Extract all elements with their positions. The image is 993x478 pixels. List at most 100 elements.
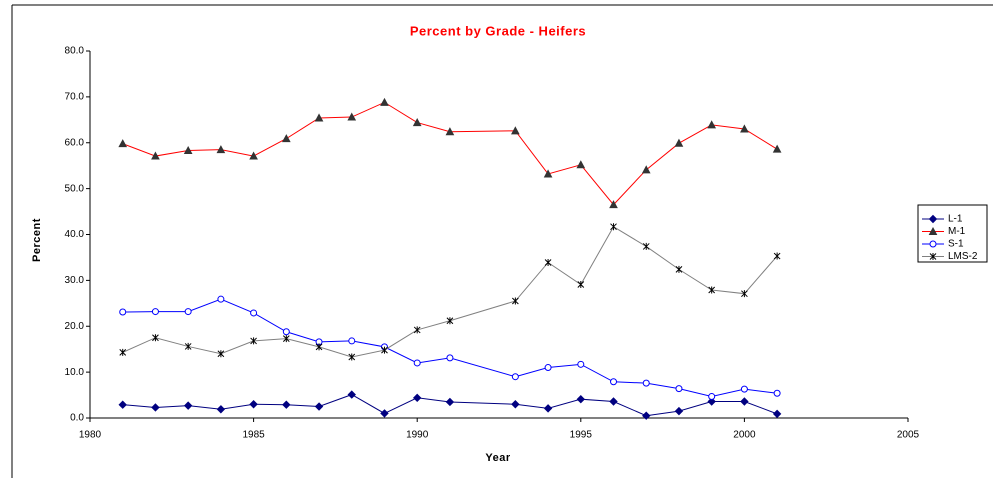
marker — [576, 394, 586, 404]
marker — [642, 411, 651, 420]
marker — [740, 397, 749, 406]
marker — [576, 160, 586, 169]
marker — [314, 113, 324, 122]
marker — [675, 265, 683, 273]
marker — [250, 337, 257, 345]
legend-label: L-1 — [948, 214, 963, 225]
marker — [314, 402, 324, 411]
x-axis-title: Year — [485, 452, 510, 464]
marker — [151, 403, 160, 412]
marker — [773, 389, 781, 397]
y-tick-label: 80.0 — [65, 46, 85, 57]
y-tick-label: 30.0 — [65, 275, 85, 286]
x-tick-label: 1995 — [570, 430, 593, 441]
x-tick-label: 2000 — [733, 430, 756, 441]
marker — [184, 342, 192, 350]
marker — [610, 378, 618, 386]
y-tick-label: 70.0 — [65, 92, 85, 103]
marker — [511, 400, 520, 409]
marker — [183, 145, 193, 155]
marker — [772, 409, 782, 419]
marker — [216, 405, 226, 414]
marker — [707, 120, 717, 129]
marker — [577, 281, 585, 289]
marker — [708, 392, 716, 400]
marker — [642, 242, 650, 250]
marker — [609, 397, 618, 406]
y-tick-label: 10.0 — [65, 367, 85, 378]
marker — [380, 97, 389, 106]
marker — [577, 360, 585, 368]
marker — [773, 252, 781, 260]
marker — [675, 385, 683, 393]
marker — [641, 165, 651, 174]
marker — [642, 379, 650, 387]
marker — [741, 290, 748, 298]
marker — [674, 138, 684, 147]
marker — [772, 144, 782, 153]
x-tick-label: 1990 — [406, 430, 429, 441]
marker — [282, 335, 290, 343]
marker — [412, 118, 422, 127]
legend-label: LMS-2 — [948, 251, 978, 262]
y-tick-label: 20.0 — [65, 321, 85, 332]
marker — [249, 400, 258, 409]
series-line — [122, 101, 778, 206]
marker — [740, 385, 748, 393]
marker — [445, 127, 455, 136]
marker — [446, 354, 454, 362]
marker — [118, 400, 127, 409]
marker — [511, 373, 519, 381]
marker — [609, 200, 618, 209]
series-line — [122, 298, 778, 397]
legend-marker — [929, 240, 937, 248]
marker — [413, 359, 421, 367]
marker — [315, 343, 323, 351]
marker — [282, 400, 291, 409]
marker — [413, 326, 421, 334]
marker — [249, 151, 258, 160]
y-tick-label: 40.0 — [65, 229, 85, 240]
series-line — [122, 226, 778, 358]
legend-marker — [929, 253, 937, 260]
marker — [183, 401, 193, 410]
marker — [740, 124, 749, 133]
marker — [151, 308, 159, 316]
marker — [511, 126, 520, 135]
marker — [347, 112, 357, 121]
marker — [347, 390, 356, 399]
marker — [445, 397, 455, 407]
x-tick-label: 1980 — [79, 430, 102, 441]
marker — [119, 308, 127, 316]
marker — [380, 409, 389, 418]
marker — [674, 406, 684, 416]
marker — [151, 151, 160, 160]
marker — [544, 258, 552, 266]
legend-label: S-1 — [948, 239, 964, 250]
marker — [446, 317, 454, 325]
marker — [217, 350, 225, 358]
y-tick-label: 0.0 — [70, 413, 84, 424]
y-tick-label: 60.0 — [65, 137, 85, 148]
chart-title: Percent by Grade - Heifers — [410, 23, 586, 38]
marker — [118, 139, 128, 148]
marker — [708, 286, 716, 294]
marker — [119, 348, 127, 356]
x-tick-label: 2005 — [897, 430, 920, 441]
marker — [544, 364, 552, 372]
legend-label: M-1 — [948, 226, 966, 237]
marker — [610, 223, 617, 231]
marker — [543, 404, 553, 413]
x-tick-label: 1985 — [242, 430, 265, 441]
marker — [543, 169, 553, 178]
marker — [217, 295, 225, 303]
marker — [152, 334, 159, 342]
marker — [281, 134, 291, 143]
marker — [348, 337, 356, 345]
marker — [250, 309, 258, 317]
y-axis-title: Percent — [31, 218, 43, 262]
legend-marker — [928, 214, 938, 224]
marker — [512, 297, 519, 305]
